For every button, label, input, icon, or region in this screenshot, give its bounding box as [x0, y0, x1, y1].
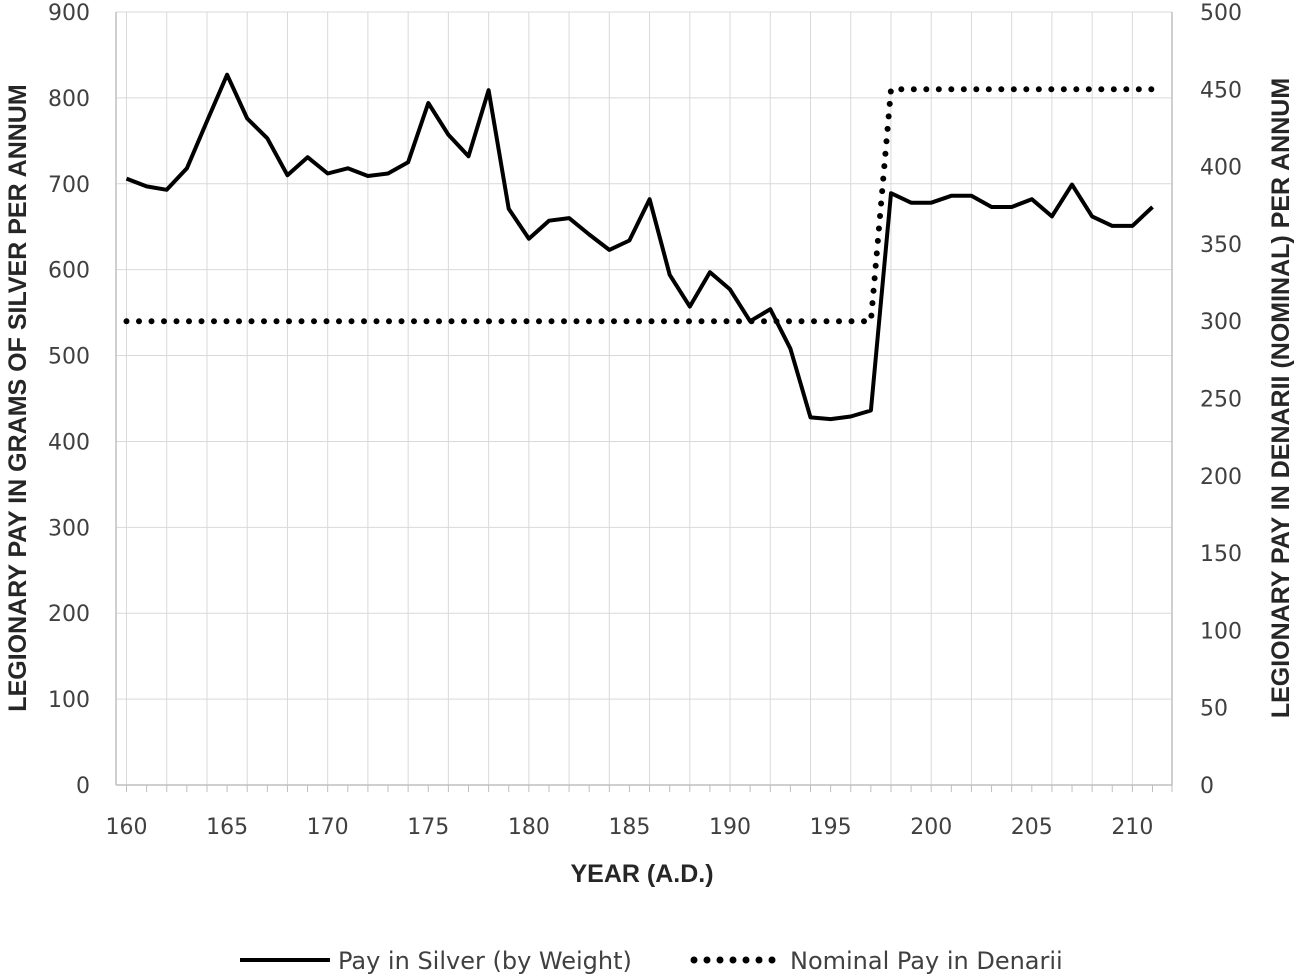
left-y-tick-label-500: 500 [48, 345, 90, 370]
left-y-tick-label-600: 600 [48, 259, 90, 284]
x-tick-label-170: 170 [307, 815, 349, 840]
left-y-tick-label-100: 100 [48, 688, 90, 713]
x-tick-label-165: 165 [206, 815, 248, 840]
x-tick-label-180: 180 [508, 815, 550, 840]
legend-label-denarii: Nominal Pay in Denarii [790, 947, 1063, 975]
legend-label-silver: Pay in Silver (by Weight) [338, 947, 632, 975]
series-lines [123, 72, 1156, 422]
x-tick-label-195: 195 [810, 815, 852, 840]
right-y-tick-label-200: 200 [1200, 465, 1242, 490]
right-y-tick-label-400: 400 [1200, 156, 1242, 181]
right-y-tick-label-150: 150 [1200, 542, 1242, 567]
right-y-tick-label-50: 50 [1200, 697, 1228, 722]
x-tick-label-160: 160 [106, 815, 148, 840]
right-y-axis-title: LEGIONARY PAY IN DENARII (NOMINAL) PER A… [1267, 78, 1295, 718]
series-line-1 [123, 86, 1156, 325]
series-line-0 [125, 72, 1154, 422]
x-tick-labels: 160 165 170 175 180 185 190 195 200 205 210 [106, 815, 1154, 840]
left-y-tick-label-200: 200 [48, 602, 90, 627]
right-y-tick-label-500: 500 [1200, 1, 1242, 26]
x-tick-label-175: 175 [407, 815, 449, 840]
gridlines [116, 11, 1172, 786]
left-y-tick-labels: 0 100 200 300 400 500 600 700 800 900 [48, 1, 90, 799]
x-tick-label-205: 205 [1011, 815, 1053, 840]
x-tick-label-190: 190 [709, 815, 751, 840]
left-y-tick-label-0: 0 [76, 774, 90, 799]
left-y-tick-label-800: 800 [48, 87, 90, 112]
right-y-tick-label-250: 250 [1200, 388, 1242, 413]
left-y-axis-title: LEGIONARY PAY IN GRAMS OF SILVER PER ANN… [4, 84, 32, 711]
x-tick-label-210: 210 [1111, 815, 1153, 840]
right-y-tick-label-450: 450 [1200, 78, 1242, 103]
left-y-tick-label-300: 300 [48, 516, 90, 541]
left-y-tick-label-400: 400 [48, 430, 90, 455]
x-axis-title: YEAR (A.D.) [570, 860, 713, 888]
right-y-tick-label-100: 100 [1200, 619, 1242, 644]
x-tick-label-185: 185 [608, 815, 650, 840]
left-y-tick-label-900: 900 [48, 1, 90, 26]
right-y-tick-label-350: 350 [1200, 233, 1242, 258]
right-y-tick-label-300: 300 [1200, 310, 1242, 335]
axes [115, 12, 1173, 792]
right-y-tick-label-0: 0 [1200, 774, 1214, 799]
legend: Pay in Silver (by Weight) Nominal Pay in… [240, 947, 1063, 975]
left-y-tick-label-700: 700 [48, 173, 90, 198]
right-y-tick-labels: 0 50 100 150 200 250 300 350 400 450 500 [1200, 1, 1242, 799]
x-tick-label-200: 200 [910, 815, 952, 840]
